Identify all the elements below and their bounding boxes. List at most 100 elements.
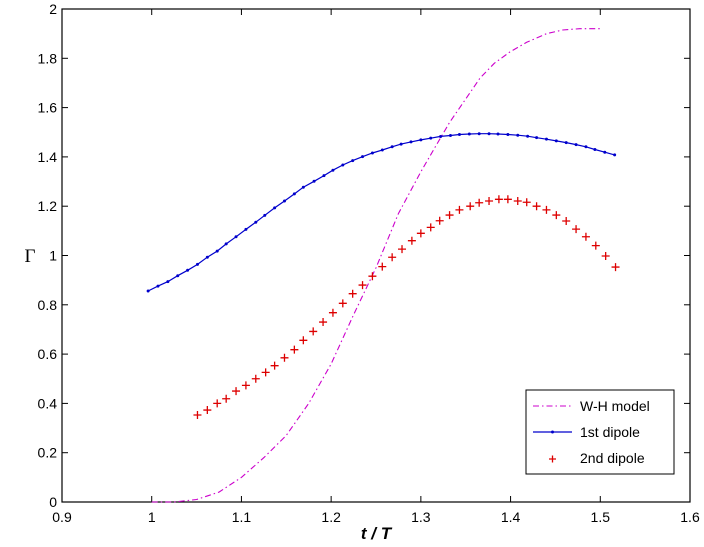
- first-dipole-point: [535, 136, 539, 140]
- second-dipole-point: [591, 241, 600, 250]
- second-dipole-point: [611, 263, 620, 272]
- second-dipole-point: [232, 387, 241, 396]
- second-dipole-point: [241, 381, 250, 390]
- second-dipole-point: [435, 216, 444, 225]
- second-dipole-point: [601, 251, 610, 260]
- y-tick-label: 0.6: [38, 346, 58, 362]
- legend: W-H model 1st dipole 2nd dipole: [525, 389, 675, 475]
- y-tick-label: 0: [49, 494, 57, 510]
- y-tick-label: 0.8: [38, 297, 58, 313]
- series-1: [146, 132, 617, 293]
- second-dipole-point: [388, 253, 397, 262]
- second-dipole-point: [445, 211, 454, 220]
- x-tick-label: 0.9: [52, 509, 72, 525]
- first-dipole-point: [322, 174, 326, 178]
- x-axis-label: t / T: [361, 524, 393, 543]
- first-dipole-point: [205, 255, 209, 259]
- second-dipole-point: [348, 289, 357, 298]
- first-dipole-point: [593, 148, 597, 152]
- y-tick-label: 0.4: [38, 395, 58, 411]
- x-tick-label: 1.6: [680, 509, 700, 525]
- second-dipole-point: [378, 262, 387, 271]
- x-tick-label: 1.3: [411, 509, 431, 525]
- first-dipole-point: [234, 235, 238, 239]
- first-dipole-point: [195, 262, 199, 266]
- y-tick-label: 1: [49, 248, 57, 264]
- first-dipole-point: [224, 242, 228, 246]
- second-dipole-point: [532, 202, 541, 211]
- second-dipole-point: [407, 236, 416, 245]
- first-dipole-point: [215, 249, 219, 253]
- first-dipole-point: [156, 284, 160, 288]
- first-dipole-point: [263, 213, 267, 217]
- legend-label-wh: W-H model: [580, 398, 650, 414]
- second-dipole-point: [522, 198, 531, 207]
- first-dipole-point: [361, 155, 365, 159]
- second-dipole-point: [513, 197, 522, 206]
- second-dipole-point: [503, 195, 512, 204]
- second-dipole-point: [213, 399, 222, 408]
- first-dipole-point: [176, 274, 180, 278]
- second-dipole-point: [562, 216, 571, 225]
- first-dipole-point: [186, 268, 190, 272]
- second-dipole-point: [270, 361, 279, 370]
- first-dipole-point: [554, 139, 558, 143]
- first-dipole-point: [574, 143, 578, 147]
- second-dipole-point: [309, 327, 318, 336]
- first-dipole-point: [273, 206, 277, 210]
- series-layer: [146, 28, 620, 503]
- x-tick-label: 1.2: [321, 509, 341, 525]
- second-dipole-point: [466, 202, 475, 211]
- first-dipole-point: [448, 133, 452, 137]
- first-dipole-point: [390, 145, 394, 149]
- first-dipole-point: [496, 132, 500, 136]
- first-dipole-point: [516, 133, 520, 137]
- first-dipole-point: [399, 142, 403, 146]
- x-tick-label: 1.5: [591, 509, 611, 525]
- first-dipole-point: [341, 163, 345, 167]
- first-dipole-point: [467, 132, 471, 136]
- legend-label-1st: 1st dipole: [580, 424, 640, 440]
- first-dipole-point: [613, 153, 617, 157]
- first-dipole-point: [584, 145, 588, 149]
- series-2: [193, 195, 620, 419]
- y-tick-label: 1.6: [38, 100, 58, 116]
- first-dipole-point: [477, 132, 481, 136]
- series-0: [151, 28, 601, 503]
- second-dipole-point: [455, 205, 464, 214]
- second-dipole-point: [290, 345, 299, 354]
- second-dipole-point: [485, 197, 494, 206]
- second-dipole-point: [193, 410, 202, 419]
- second-dipole-point: [416, 229, 425, 238]
- first-dipole-point: [244, 227, 248, 231]
- second-dipole-point: [542, 205, 551, 214]
- first-dipole-point: [380, 148, 384, 152]
- y-tick-label: 0.2: [38, 445, 58, 461]
- second-dipole-point: [251, 374, 260, 383]
- first-dipole-point: [506, 132, 510, 136]
- first-dipole-point: [457, 132, 461, 136]
- first-dipole-point: [292, 192, 296, 196]
- second-dipole-point: [299, 336, 308, 345]
- y-tick-label: 1.2: [38, 198, 58, 214]
- y-axis-label: Γ: [25, 246, 36, 267]
- x-tick-label: 1: [148, 509, 156, 525]
- second-dipole-point: [426, 223, 435, 232]
- second-dipole-point: [338, 299, 347, 308]
- first-dipole-point: [419, 138, 423, 142]
- y-tick-label: 1.4: [38, 149, 58, 165]
- y-tick-label: 1.8: [38, 50, 58, 66]
- first-dipole-point: [487, 132, 491, 136]
- x-tick-label: 1.4: [501, 509, 521, 525]
- second-dipole-point: [203, 406, 212, 415]
- first-dipole-point: [282, 199, 286, 203]
- wh-model-line: [151, 28, 601, 503]
- second-dipole-point: [319, 318, 328, 327]
- second-dipole-point: [552, 211, 561, 220]
- first-dipole-point: [429, 136, 433, 140]
- second-dipole-point: [494, 195, 503, 204]
- legend-marker-1st: [551, 430, 554, 434]
- first-dipole-point: [166, 280, 170, 284]
- ticks: 0.9 1 1.1 1.2 1.3 1.4 1.5 1.6 0 0.2 0.4 0.6 0.8 1 1.2 1…: [38, 1, 700, 525]
